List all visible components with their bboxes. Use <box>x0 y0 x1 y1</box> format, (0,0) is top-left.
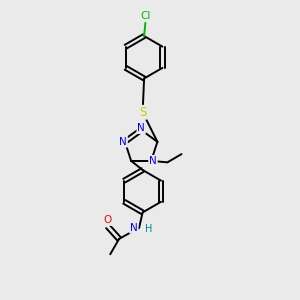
Text: N: N <box>137 123 145 133</box>
Text: H: H <box>145 224 152 234</box>
Text: N: N <box>149 156 157 166</box>
Text: S: S <box>139 106 146 119</box>
Text: Cl: Cl <box>140 11 151 21</box>
Text: O: O <box>103 215 111 225</box>
Text: N: N <box>130 223 138 233</box>
Text: N: N <box>119 137 127 147</box>
